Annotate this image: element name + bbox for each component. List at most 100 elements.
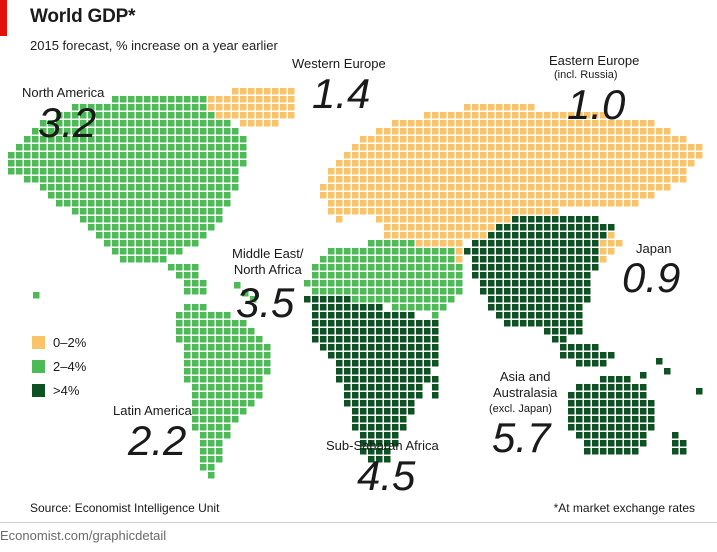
map-cell [240,96,247,103]
map-cell [200,168,207,175]
map-cell [248,88,255,95]
map-cell [464,128,471,135]
map-cell [312,320,319,327]
map-cell [632,176,639,183]
map-cell [136,112,143,119]
map-cell [552,256,559,263]
map-cell [360,328,367,335]
map-cell [424,152,431,159]
map-cell [368,320,375,327]
map-cell [184,184,191,191]
map-cell [352,296,359,303]
map-cell [544,128,551,135]
map-cell [424,320,431,327]
map-cell [424,336,431,343]
map-cell [480,144,487,151]
map-cell [440,192,447,199]
map-cell [408,312,415,319]
map-cell [80,168,87,175]
map-cell [360,312,367,319]
region-value-asia-australasia: 5.7 [492,414,551,461]
map-cell [48,152,55,159]
map-cell [360,408,367,415]
map-cell [520,128,527,135]
map-cell [384,432,391,439]
map-cell [216,136,223,143]
map-cell [600,384,607,391]
map-cell [656,184,663,191]
map-cell [136,168,143,175]
map-cell [392,144,399,151]
map-cell [128,232,135,239]
map-cell [496,160,503,167]
map-cell [112,232,119,239]
map-cell [352,168,359,175]
map-cell [528,224,535,231]
map-cell [456,152,463,159]
map-cell [192,176,199,183]
map-cell [384,216,391,223]
map-cell [368,240,375,247]
map-cell [432,144,439,151]
map-cell [656,128,663,135]
map-cell [624,144,631,151]
map-cell [528,128,535,135]
map-cell [128,248,135,255]
map-cell [216,400,223,407]
map-cell [608,176,615,183]
map-cell [504,296,511,303]
map-cell [40,152,47,159]
map-cell [336,280,343,287]
map-cell [168,184,175,191]
map-cell [600,192,607,199]
map-cell [472,128,479,135]
map-cell [368,208,375,215]
map-cell [536,120,543,127]
map-cell [264,352,271,359]
map-cell [536,232,543,239]
map-cell [104,216,111,223]
map-cell [136,184,143,191]
map-cell [336,208,343,215]
map-cell [448,296,455,303]
map-cell [280,96,287,103]
map-cell [216,408,223,415]
map-cell [40,120,47,127]
map-cell [88,168,95,175]
map-cell [392,168,399,175]
map-cell [72,128,79,135]
map-cell [512,104,519,111]
map-cell [376,432,383,439]
map-cell [384,240,391,247]
map-cell [568,152,575,159]
map-cell [184,208,191,215]
map-cell [216,168,223,175]
map-cell [56,112,63,119]
website-link[interactable]: Economist.com/graphicdetail [0,528,167,543]
map-cell [288,88,295,95]
map-cell [624,160,631,167]
map-cell [592,424,599,431]
map-cell [456,176,463,183]
map-cell [480,280,487,287]
map-cell [80,128,87,135]
map-cell [512,240,519,247]
map-cell [376,192,383,199]
map-cell [184,96,191,103]
map-cell [232,128,239,135]
map-cell [176,272,183,279]
map-cell [360,360,367,367]
legend-swatch-high [32,383,45,397]
map-cell [392,152,399,159]
map-cell [392,200,399,207]
map-cell [616,392,623,399]
map-cell [440,256,447,263]
map-cell [424,208,431,215]
map-cell [592,128,599,135]
map-cell [624,120,631,127]
map-cell [400,312,407,319]
map-cell [632,200,639,207]
map-cell [408,240,415,247]
map-cell [464,200,471,207]
map-cell [184,280,191,287]
